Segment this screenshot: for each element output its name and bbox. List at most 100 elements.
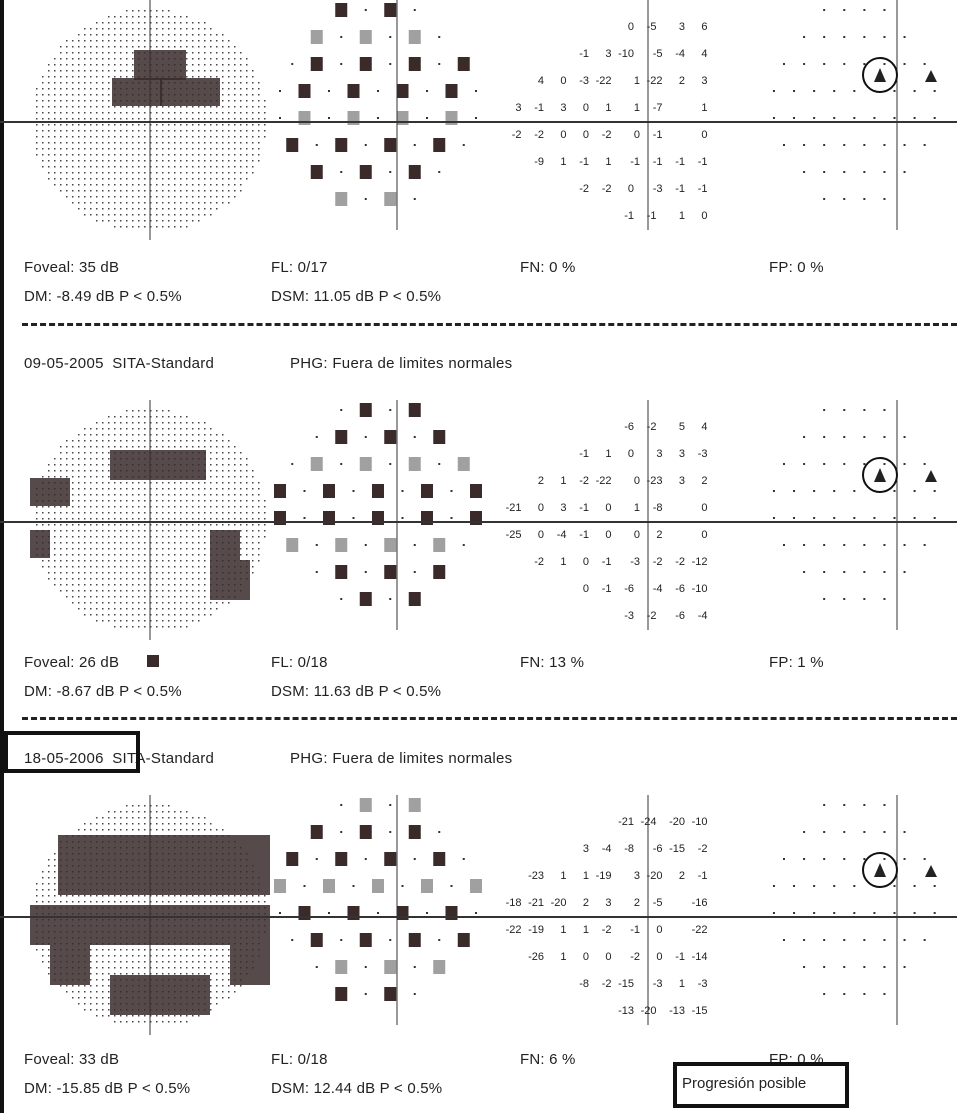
false-positives: FP: 1 %: [769, 654, 824, 671]
deviation-value: -1: [697, 870, 708, 882]
deviation-value: -19: [528, 924, 544, 936]
deviation-value: 2: [537, 475, 544, 487]
deviation-value: 1: [560, 870, 567, 882]
deviation-value: 0: [582, 129, 589, 141]
deviation-value: 0: [701, 129, 708, 141]
deviation-value: -6: [624, 583, 634, 595]
deviation-value: -1: [624, 210, 634, 222]
deviation-value: -22: [691, 924, 708, 936]
mean-deviation: DM: -8.67 dB P < 0.5%: [24, 683, 182, 700]
deviation-value: -19: [595, 870, 612, 882]
deviation-value: -2: [601, 924, 612, 936]
probability-symbol-plot: [0, 795, 957, 1025]
deviation-value: -23: [528, 870, 544, 882]
deviation-value: -15: [618, 978, 634, 990]
deviation-value: -1: [579, 48, 589, 60]
deviation-value: -18: [505, 897, 522, 909]
deviation-value: -3: [697, 448, 708, 460]
deviation-value: 2: [678, 75, 685, 87]
deviation-value: -13: [669, 1005, 685, 1017]
deviation-value: -1: [630, 924, 640, 936]
deviation-value: -5: [652, 48, 663, 60]
deviation-value: -2: [511, 129, 522, 141]
deviation-value: 0: [560, 129, 567, 141]
deviation-value: 3: [515, 102, 522, 114]
deviation-value: -12: [691, 556, 708, 568]
deviation-value: 1: [678, 978, 685, 990]
foveal-value: Foveal: 33 dB: [24, 1051, 120, 1068]
glaucoma-hemifield-test: PHG: Fuera de limites normales: [290, 750, 513, 767]
glaucoma-hemifield-test: PHG: Fuera de limites normales: [290, 355, 513, 372]
deviation-value: -21: [505, 502, 522, 514]
deviation-value: -1: [579, 502, 589, 514]
deviation-value: -15: [669, 843, 685, 855]
deviation-value: -1: [675, 951, 685, 963]
deviation-value: 1: [605, 156, 612, 168]
foveal-symbol: [147, 655, 159, 667]
deviation-value: -26: [528, 951, 544, 963]
mean-deviation: DM: -15.85 dB P < 0.5%: [24, 1080, 191, 1097]
deviation-values-plot: -21 -24 -20 -10 3 -4 -8 -6 -15 -2 -23 1 1 -19 3 -20 2 -1-…: [0, 750, 957, 1050]
deviation-value: 1: [560, 156, 567, 168]
deviation-value: 3: [678, 21, 685, 33]
panel-exam-1: 0 -5 3 6 -1 3 -10 -5 -4 4 4 0 -3 -22 1 -22 2 3 3 -1 3 0 1 1 -7 1-…: [0, 0, 957, 315]
deviation-value: -1: [646, 210, 657, 222]
deviation-values-plot: 0 -5 3 6 -1 3 -10 -5 -4 4 4 0 -3 -22 1 -22 2 3 3 -1 3 0 1 1 -7 1-…: [0, 0, 957, 240]
deviation-value: -2: [630, 951, 640, 963]
deviation-value: 3: [701, 75, 708, 87]
false-negatives: FN: 13 %: [520, 654, 585, 671]
deviation-value: -1: [579, 448, 589, 460]
deviation-value: 3: [560, 502, 567, 514]
deviation-value: -1: [601, 556, 612, 568]
deviation-value: -6: [624, 421, 634, 433]
deviation-value: 2: [656, 529, 663, 541]
deviation-value: 1: [678, 210, 685, 222]
deviation-value: 0: [633, 529, 640, 541]
deviation-value: -3: [630, 556, 640, 568]
deviation-value: 0: [627, 21, 634, 33]
deviation-value: 1: [560, 924, 567, 936]
deviation-value: -2: [675, 556, 685, 568]
deviation-value: 0: [701, 529, 708, 541]
deviation-value: 0: [537, 529, 544, 541]
deviation-value: 0: [537, 502, 544, 514]
deviation-value: -20: [669, 816, 685, 828]
deviation-value: 0: [582, 102, 589, 114]
deviation-value: 0: [627, 183, 634, 195]
deviation-value: 3: [678, 448, 685, 460]
exam-algorithm: SITA-Standard: [112, 355, 215, 372]
greyscale-field-plot: [20, 0, 270, 240]
deviation-value: -21: [618, 816, 634, 828]
deviation-value: -10: [618, 48, 634, 60]
deviation-value: -6: [652, 843, 663, 855]
deviation-value: 1: [633, 75, 640, 87]
panel-exam-2: 09-05-2005 SITA-Standard PHG: Fuera de l…: [0, 355, 957, 715]
deviation-value: -4: [601, 843, 612, 855]
pattern-standard-deviation: DSM: 11.05 dB P < 0.5%: [271, 288, 442, 305]
false-negatives: FN: 0 %: [520, 259, 576, 276]
deviation-value: -1: [579, 156, 589, 168]
deviation-value: 3: [656, 448, 663, 460]
deviation-value: 3: [605, 897, 612, 909]
deviation-value: -3: [697, 978, 708, 990]
deviation-values-plot: -6 -2 5 4 -1 1 0 3 3 -3 2 1 -2 -22 0 -23 3 2 -21 0 3 -1 0 1 -8 0-…: [0, 355, 957, 655]
deviation-value: -10: [691, 583, 708, 595]
deviation-value: 0: [560, 75, 567, 87]
deviation-value: -1: [601, 583, 612, 595]
deviation-value: -3: [579, 75, 589, 87]
deviation-value: 3: [582, 843, 589, 855]
progression-highlight-box: [673, 1062, 849, 1108]
date-highlight-box: [4, 731, 140, 773]
deviation-value: 1: [633, 102, 640, 114]
deviation-value: 0: [605, 529, 612, 541]
deviation-value: 1: [582, 870, 589, 882]
deviation-value: -5: [652, 897, 663, 909]
deviation-value: -15: [691, 1005, 708, 1017]
deviation-value: -1: [579, 529, 589, 541]
deviation-value: -4: [697, 610, 708, 622]
deviation-value: -2: [652, 556, 663, 568]
panel-exam-3: 18-05-2006 SITA-Standard PHG: Fuera de l…: [0, 750, 957, 1113]
deviation-value: 0: [701, 210, 708, 222]
page-left-border: [0, 0, 4, 1113]
deviation-value: -6: [675, 610, 685, 622]
